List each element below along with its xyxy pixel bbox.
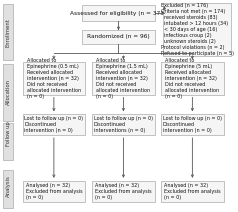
FancyBboxPatch shape [82, 5, 155, 21]
FancyBboxPatch shape [3, 123, 13, 160]
FancyBboxPatch shape [3, 4, 13, 60]
FancyBboxPatch shape [92, 114, 155, 135]
FancyBboxPatch shape [163, 3, 231, 56]
Text: Lost to follow up (n = 0)
Discontinued
interventions (n = 0): Lost to follow up (n = 0) Discontinued i… [94, 116, 153, 133]
Text: Lost to follow up (n = 0)
Discontinued
intervention (n = 0): Lost to follow up (n = 0) Discontinued i… [24, 116, 83, 133]
FancyBboxPatch shape [3, 64, 13, 121]
FancyBboxPatch shape [161, 114, 223, 135]
Text: Allocation: Allocation [6, 80, 11, 106]
Text: Assessed for eligibility (n = 373): Assessed for eligibility (n = 373) [70, 11, 167, 15]
Text: Allocated to
Epinephrine (1.5 mL)
Received allocated
intervention (n = 32)
Did n: Allocated to Epinephrine (1.5 mL) Receiv… [96, 58, 150, 99]
Text: Analysed (n = 32)
Excluded from analysis
(n = 0): Analysed (n = 32) Excluded from analysis… [164, 183, 221, 200]
FancyBboxPatch shape [23, 62, 84, 95]
FancyBboxPatch shape [92, 181, 155, 202]
FancyBboxPatch shape [82, 30, 155, 44]
FancyBboxPatch shape [92, 62, 155, 95]
Text: Allocated to
Epinephrine (0.5 mL)
Received allocated
intervention (n = 32)
Did n: Allocated to Epinephrine (0.5 mL) Receiv… [27, 58, 81, 99]
Text: Randomized (n = 96): Randomized (n = 96) [87, 34, 150, 39]
Text: Enrollment: Enrollment [6, 18, 11, 47]
Text: Allocated to
Epinephrine (5 mL)
Received allocated
intervention (n = 32)
Did not: Allocated to Epinephrine (5 mL) Received… [165, 58, 219, 99]
FancyBboxPatch shape [23, 114, 84, 135]
Text: Lost to follow up (n = 0)
Discontinued
intervention (n = 0): Lost to follow up (n = 0) Discontinued i… [163, 116, 222, 133]
Text: Analysed (n = 32)
Excluded from analysis
(n = 0): Analysed (n = 32) Excluded from analysis… [95, 183, 152, 200]
FancyBboxPatch shape [3, 170, 13, 208]
FancyBboxPatch shape [161, 181, 223, 202]
FancyBboxPatch shape [161, 62, 223, 95]
Text: Follow up: Follow up [6, 122, 11, 146]
Text: Analysis: Analysis [6, 175, 11, 197]
FancyBboxPatch shape [23, 181, 84, 202]
Text: Excluded (n = 176)
Criteria not met (n = 174)
  received steroids (83)
  intubat: Excluded (n = 176) Criteria not met (n =… [161, 3, 234, 56]
Text: Analysed (n = 32)
Excluded from analysis
(n = 0): Analysed (n = 32) Excluded from analysis… [25, 183, 82, 200]
